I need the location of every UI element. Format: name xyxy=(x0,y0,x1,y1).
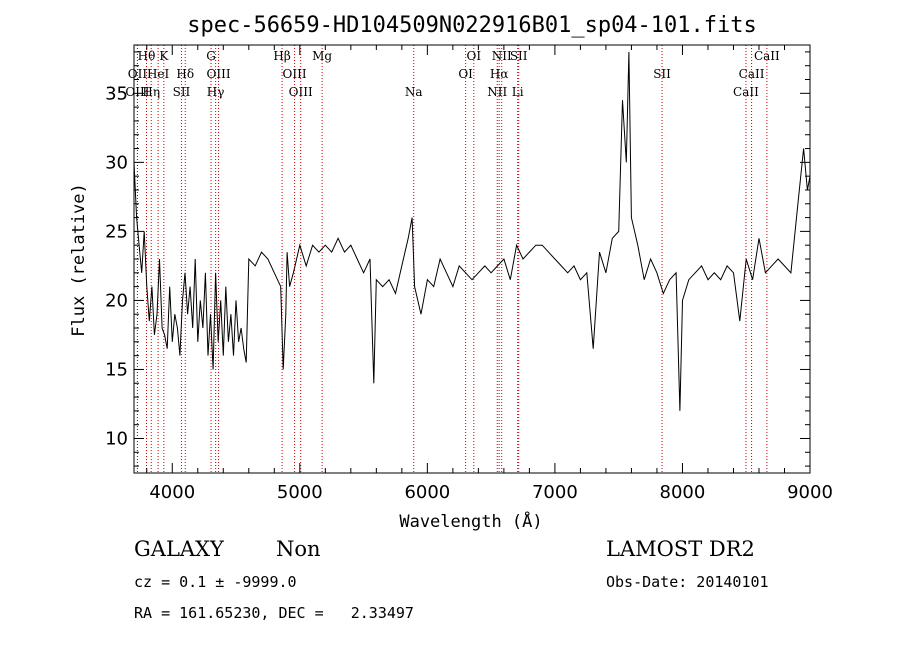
x-axis: 4000 5000 6000 7000 8000 9000 xyxy=(146,45,833,503)
line-marker-label: CaII xyxy=(733,85,759,99)
line-marker-label: Hβ xyxy=(273,49,290,63)
line-marker-label: OII xyxy=(128,67,148,81)
line-marker-label: OI xyxy=(466,49,481,63)
plot-frame xyxy=(133,44,811,474)
x-tick-label: 6000 xyxy=(404,482,450,503)
line-marker-label: Li xyxy=(512,85,524,99)
line-markers xyxy=(136,45,768,473)
x-axis-label: Wavelength (Å) xyxy=(399,510,542,532)
y-tick-label: 30 xyxy=(105,152,128,173)
redshift-text: cz = 0.1 ± -9999.0 xyxy=(134,573,297,591)
line-marker-label: CaII xyxy=(754,49,780,63)
line-marker-label: Na xyxy=(405,85,423,99)
y-tick-label: 20 xyxy=(105,290,128,311)
y-tick-label: 15 xyxy=(105,359,128,380)
object-subclass: Non xyxy=(276,537,321,561)
y-tick-label: 10 xyxy=(105,428,128,449)
line-marker-label: Hγ xyxy=(207,85,225,99)
object-class: GALAXY xyxy=(134,537,224,561)
line-marker-label: SII xyxy=(510,49,528,63)
line-marker-label: K xyxy=(159,49,169,63)
line-marker-label: Hθ xyxy=(138,49,156,63)
ra-dec-text: RA = 161.65230, DEC = 2.33497 xyxy=(134,604,414,622)
line-marker-label: Hη xyxy=(142,85,160,99)
series-group xyxy=(133,51,811,411)
line-marker-label: OIII xyxy=(289,85,313,99)
y-tick-label: 35 xyxy=(105,83,128,104)
line-marker-label: SII xyxy=(653,67,671,81)
line-marker-label: OIII xyxy=(283,67,307,81)
y-tick-label: 25 xyxy=(105,221,128,242)
line-marker-label: Hδ xyxy=(176,67,194,81)
chart-title: spec-56659-HD104509N022916B01_sp04-101.f… xyxy=(187,13,757,38)
line-marker-label: SII xyxy=(173,85,191,99)
x-tick-label: 9000 xyxy=(787,482,833,503)
line-marker-label: NII xyxy=(487,85,507,99)
line-marker-label: HeI xyxy=(147,67,170,81)
x-tick-label: 5000 xyxy=(277,482,323,503)
line-marker-label: OIII xyxy=(207,67,231,81)
x-tick-label: 8000 xyxy=(660,482,706,503)
spectrum-line-0 xyxy=(133,51,811,411)
y-axis-label: Flux (relative) xyxy=(69,183,89,337)
survey-name: LAMOST DR2 xyxy=(606,537,755,561)
line-marker-label: OIII xyxy=(125,85,149,99)
line-marker-label: G xyxy=(206,49,216,63)
y-axis: 10 15 20 25 30 35 xyxy=(105,51,810,467)
x-tick-label: 4000 xyxy=(149,482,195,503)
line-marker-label: CaII xyxy=(739,67,765,81)
x-tick-label: 7000 xyxy=(532,482,578,503)
obs-date-text: Obs-Date: 20140101 xyxy=(606,573,769,591)
line-marker-label: OI xyxy=(458,67,473,81)
line-marker-label: NII xyxy=(492,49,512,63)
line-marker-label: Mg xyxy=(312,49,332,63)
line-marker-label: Hα xyxy=(490,67,509,81)
